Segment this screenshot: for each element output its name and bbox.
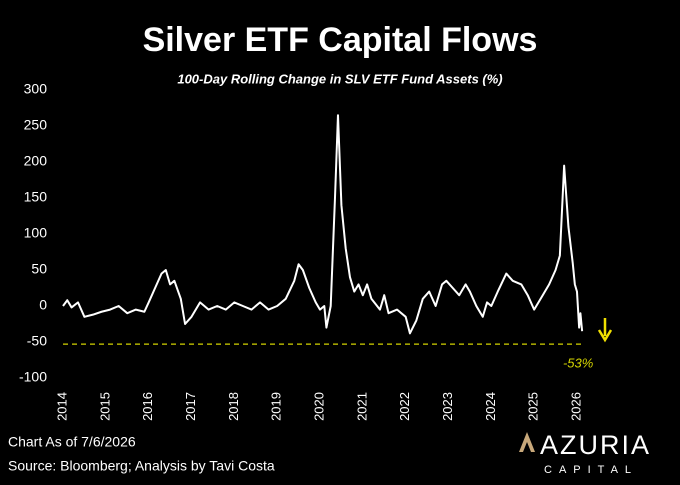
chart-subtitle: 100-Day Rolling Change in SLV ETF Fund A… [177, 71, 502, 86]
x-tick-label: 2015 [97, 392, 112, 421]
y-tick-label: 150 [24, 189, 48, 205]
brand-tagline: CAPITAL [544, 464, 638, 476]
x-tick-label: 2024 [483, 392, 498, 421]
y-tick-label: 0 [39, 297, 47, 313]
x-tick-label: 2022 [397, 392, 412, 421]
x-tick-label: 2016 [140, 392, 155, 421]
x-tick-label: 2018 [226, 392, 241, 421]
arrow [597, 318, 613, 343]
logo: AZURIA CAPITAL [519, 430, 651, 476]
x-tick-label: 2019 [269, 392, 284, 421]
y-tick-label: 250 [24, 117, 48, 133]
y-tick-label: 300 [24, 81, 48, 97]
x-tick-label: 2026 [568, 392, 583, 421]
chart-title: Silver ETF Capital Flows [143, 21, 538, 59]
x-tick-label: 2023 [440, 392, 455, 421]
line-series [62, 114, 584, 335]
y-tick-label: -50 [27, 333, 47, 349]
brand-name: AZURIA [540, 430, 651, 460]
reference-label: -53% [563, 356, 593, 371]
x-tick-label: 2025 [526, 392, 541, 421]
y-tick-label: -100 [19, 369, 47, 385]
logo-icon [523, 442, 531, 452]
x-tick-label: 2021 [354, 392, 369, 421]
y-tick-label: 200 [24, 153, 48, 169]
note: Source: Bloomberg; Analysis by Tavi Cost… [8, 458, 275, 474]
y-tick-label: 100 [24, 225, 48, 241]
y-tick-label: 50 [31, 261, 47, 277]
x-tick-label: 2020 [311, 392, 326, 421]
x-tick-label: 2017 [183, 392, 198, 421]
x-tick-label: 2014 [54, 392, 69, 421]
note: Chart As of 7/6/2026 [8, 434, 136, 450]
